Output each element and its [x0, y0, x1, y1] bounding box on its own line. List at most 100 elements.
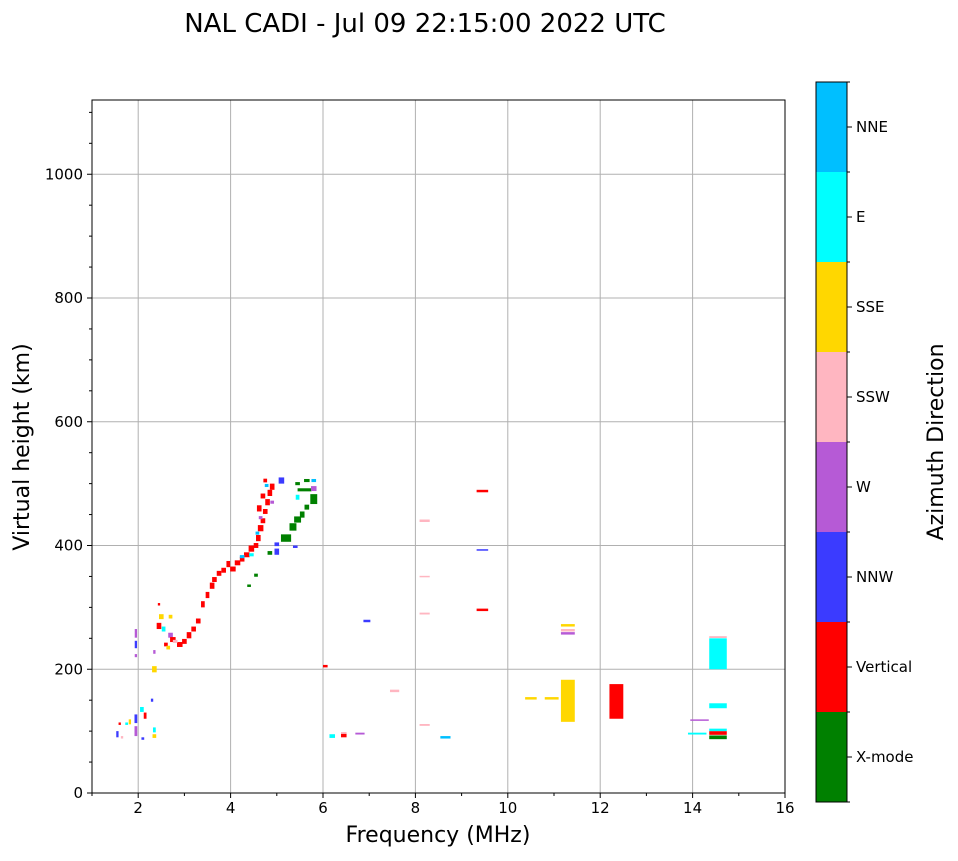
data-point: [440, 736, 451, 739]
data-point: [128, 719, 132, 725]
data-point: [125, 722, 129, 725]
data-point: [560, 624, 575, 627]
data-point: [709, 636, 727, 639]
y-tick-label: 1000: [45, 165, 83, 183]
colorbar-segment: [816, 712, 847, 802]
data-point: [256, 534, 261, 542]
x-tick-label: 14: [683, 799, 702, 817]
data-point: [166, 645, 171, 650]
data-point: [134, 726, 138, 737]
data-point: [292, 545, 298, 548]
data-point: [216, 570, 222, 576]
x-tick-label: 6: [318, 799, 328, 817]
data-point: [134, 629, 138, 638]
data-points: [116, 477, 727, 740]
data-point: [221, 567, 226, 573]
data-point: [389, 689, 400, 693]
data-point: [170, 637, 176, 643]
data-point: [263, 478, 268, 483]
x-tick-label: 2: [133, 799, 143, 817]
data-point: [709, 735, 727, 740]
colorbar-tick-label: X-mode: [856, 748, 913, 766]
data-point: [255, 531, 260, 535]
data-point: [267, 551, 273, 555]
data-point: [323, 664, 328, 668]
data-point: [134, 714, 138, 724]
colorbar-tick-label: NNW: [856, 568, 893, 586]
data-point: [249, 553, 254, 557]
data-point: [609, 684, 624, 719]
data-point: [264, 483, 269, 488]
colorbar-segment: [816, 352, 847, 442]
colorbar-segment: [816, 532, 847, 622]
data-point: [274, 548, 280, 555]
data-point: [419, 575, 430, 578]
grid: [92, 100, 785, 793]
data-point: [161, 626, 166, 632]
data-point: [143, 712, 147, 719]
data-point: [310, 486, 317, 492]
data-point: [560, 629, 575, 632]
data-point: [355, 732, 365, 735]
colorbar-segment: [816, 262, 847, 352]
data-point: [289, 523, 297, 531]
data-point: [690, 719, 709, 721]
data-point: [141, 737, 145, 740]
data-point: [295, 482, 300, 486]
colorbar-tick-label: W: [856, 478, 871, 496]
colorbar-tick-label: NNE: [856, 118, 888, 136]
data-point: [201, 601, 205, 608]
data-point: [168, 614, 173, 619]
colorbar-tick-label: Vertical: [856, 658, 912, 676]
data-point: [134, 640, 138, 649]
data-point: [230, 566, 236, 572]
data-point: [243, 552, 250, 558]
data-point: [311, 478, 317, 483]
data-point: [150, 698, 154, 702]
data-point: [134, 654, 138, 658]
chart-title: NAL CADI - Jul 09 22:15:00 2022 UTC: [184, 9, 666, 39]
colorbar-segment: [816, 82, 847, 172]
data-point: [304, 478, 310, 483]
data-point: [182, 638, 187, 644]
data-point: [140, 706, 144, 712]
data-point: [341, 732, 347, 734]
data-point: [363, 619, 371, 623]
data-point: [177, 642, 183, 647]
data-point: [265, 499, 270, 506]
colorbar-segment: [816, 622, 847, 712]
data-point: [544, 697, 559, 700]
data-point: [709, 638, 727, 670]
data-point: [709, 731, 727, 735]
colorbar-segment: [816, 172, 847, 262]
data-point: [234, 560, 241, 566]
data-point: [294, 516, 302, 523]
x-tick-label: 8: [411, 799, 421, 817]
x-tick-label: 12: [591, 799, 610, 817]
colorbar-segment: [816, 442, 847, 532]
data-point: [239, 555, 245, 559]
data-point: [256, 505, 262, 512]
data-point: [164, 642, 168, 647]
data-point: [260, 493, 266, 499]
data-point: [209, 582, 215, 589]
data-point: [709, 703, 727, 709]
data-point: [191, 626, 196, 632]
data-point: [476, 489, 489, 493]
data-point: [186, 632, 192, 639]
data-point: [248, 545, 255, 552]
y-tick-label: 400: [54, 537, 83, 555]
data-point: [297, 488, 312, 492]
data-point: [257, 525, 264, 532]
data-point: [157, 603, 161, 606]
data-point: [419, 724, 430, 726]
y-tick-label: 800: [54, 289, 83, 307]
plot-frame: [91, 99, 786, 794]
data-point: [341, 733, 347, 738]
data-point: [525, 697, 537, 700]
data-point: [709, 728, 727, 732]
data-point: [304, 504, 310, 510]
data-point: [687, 732, 707, 735]
data-point: [560, 679, 575, 722]
data-point: [226, 560, 231, 568]
